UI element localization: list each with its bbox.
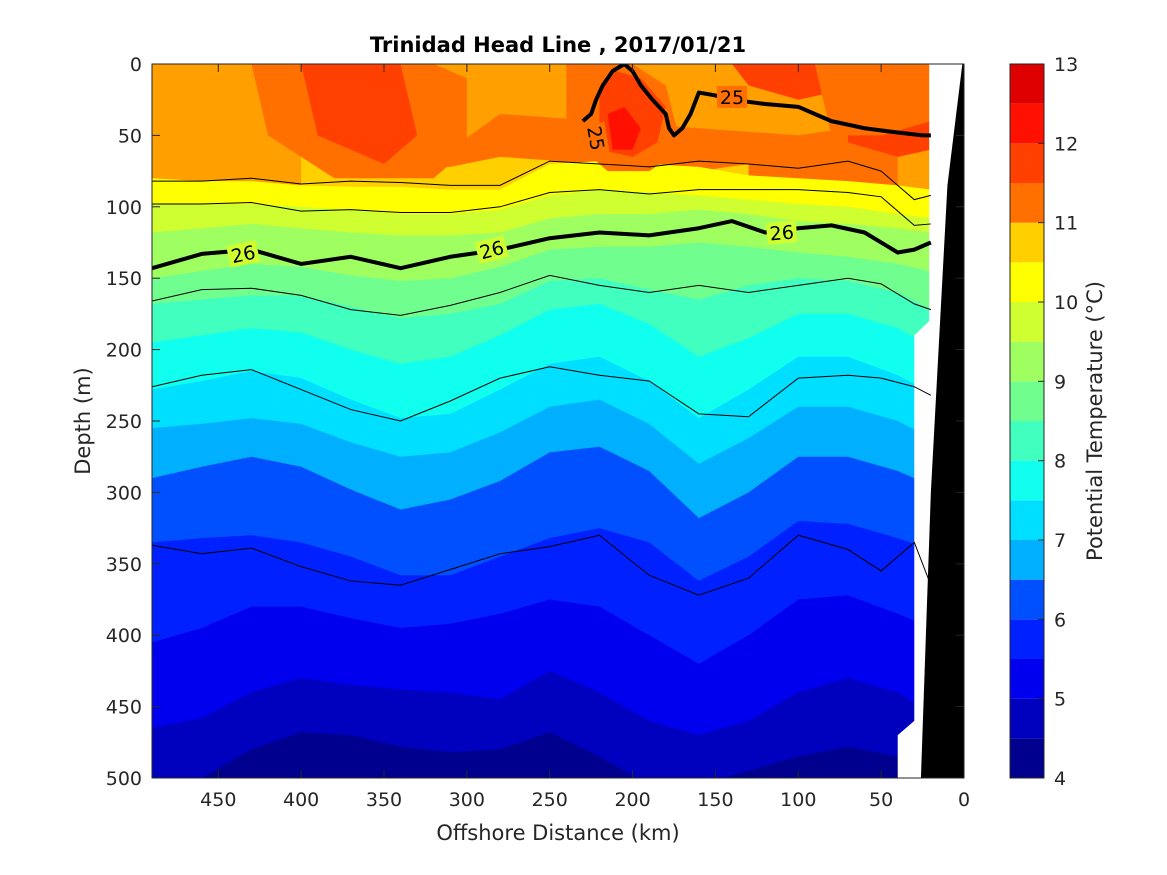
colorbar-tick-label: 11 — [1054, 213, 1078, 235]
colorbar-tick-label: 7 — [1054, 530, 1066, 552]
colorbar-label: Potential Temperature (°C) — [1083, 281, 1107, 561]
density-contour-26 — [152, 219, 932, 271]
temperature-band-4-5 — [152, 732, 931, 778]
x-tick-label: 400 — [283, 789, 319, 811]
x-tick-label: 250 — [532, 789, 568, 811]
plot-area: 25 25 26 26 26 — [152, 64, 964, 778]
density-contour-25 — [581, 64, 931, 138]
y-axis-label: Depth (m) — [71, 367, 95, 474]
y-tick-label: 150 — [106, 268, 142, 290]
density-contour-label-group: 25 — [717, 85, 747, 109]
contour-label-bg — [717, 85, 747, 108]
colorbar-segment — [1010, 500, 1044, 540]
colorbar-segment — [1010, 698, 1044, 739]
colorbar-segment — [1010, 143, 1044, 183]
y-tick-label: 50 — [118, 125, 142, 147]
x-axis: 450 400 350 300 250 200 150 100 50 0 — [200, 64, 970, 811]
colorbar: 4 5 6 7 8 9 10 11 12 13 — [1009, 54, 1078, 790]
y-axis: 0 50 100 150 200 250 300 350 400 450 500 — [106, 54, 964, 790]
density-contour-label: 25 — [720, 87, 744, 109]
x-tick-label: 300 — [449, 789, 485, 811]
contour-label-bg — [474, 235, 510, 265]
contour-label-bg — [226, 240, 261, 268]
x-tick-label: 50 — [869, 789, 893, 811]
warm-patch — [732, 64, 832, 100]
colorbar-segment — [1010, 381, 1044, 421]
y-tick-label: 450 — [106, 697, 142, 719]
colorbar-tick-label: 12 — [1054, 133, 1078, 155]
x-tick-label: 200 — [614, 789, 650, 811]
y-tick-label: 0 — [130, 54, 142, 76]
colorbar-segment — [1010, 421, 1044, 461]
colorbar-tick-label: 10 — [1054, 292, 1078, 314]
contour-label-bg — [582, 121, 610, 155]
colorbar-segment — [1010, 222, 1044, 263]
density-contour-label-group: 25 — [582, 121, 610, 155]
density-contour-label-group: 26 — [765, 220, 798, 246]
colorbar-segment — [1010, 579, 1044, 620]
density-contour-label: 26 — [769, 221, 795, 245]
coastline-mask — [897, 64, 964, 778]
warm-patch — [814, 64, 931, 136]
x-tick-label: 450 — [200, 789, 236, 811]
land-mask — [920, 64, 964, 778]
density-contour-label-group: 26 — [226, 240, 261, 269]
colorbar-tick-label: 8 — [1054, 451, 1066, 473]
warm-patch — [607, 106, 641, 150]
y-tick-label: 200 — [106, 340, 142, 362]
colorbar-frame — [1009, 63, 1045, 779]
colorbar-segment — [1010, 64, 1044, 104]
colorbar-segment — [1010, 460, 1044, 501]
colorbar-segment — [1010, 659, 1044, 699]
x-tick-label: 100 — [780, 789, 816, 811]
density-contour-label-group: 26 — [474, 235, 510, 265]
thin-contour-line — [152, 189, 931, 226]
colorbar-segment — [1010, 183, 1044, 223]
y-tick-label: 400 — [106, 625, 142, 647]
contour-label-bg — [765, 220, 798, 245]
thin-contour-line — [152, 534, 932, 596]
x-tick-label: 0 — [958, 789, 970, 811]
y-tick-label: 250 — [106, 411, 142, 433]
density-contour-label: 26 — [229, 242, 257, 269]
thin-contour-line — [152, 366, 932, 422]
x-axis-label: Offshore Distance (km) — [436, 821, 679, 845]
colorbar-segment — [1010, 262, 1044, 302]
thin-contour-line — [152, 160, 931, 201]
colorbar-segment — [1010, 540, 1044, 580]
chart-title: Trinidad Head Line , 2017/01/21 — [370, 33, 746, 57]
colorbar-tick-label: 5 — [1054, 689, 1066, 711]
y-tick-label: 500 — [106, 768, 142, 790]
colorbar-segment — [1010, 619, 1044, 659]
colorbar-segment — [1010, 302, 1044, 342]
colorbar-segment — [1010, 738, 1044, 778]
x-tick-label: 350 — [366, 789, 402, 811]
temperature-fill-layer — [152, 64, 964, 778]
colorbar-tick-label: 4 — [1054, 768, 1066, 790]
colorbar-tick-label: 9 — [1054, 371, 1066, 393]
density-contour-label: 25 — [582, 125, 608, 153]
colorbar-segment — [1010, 341, 1044, 382]
density-contour-layer: 25 25 26 26 26 — [152, 64, 932, 271]
y-tick-label: 350 — [106, 554, 142, 576]
thin-contour-line — [152, 274, 932, 316]
colorbar-tick-label: 13 — [1054, 54, 1078, 76]
y-tick-label: 100 — [106, 197, 142, 219]
y-tick-label: 300 — [106, 482, 142, 504]
warm-patch — [301, 64, 418, 164]
x-tick-label: 150 — [697, 789, 733, 811]
colorbar-tick-label: 6 — [1054, 609, 1066, 631]
colorbar-segment — [1010, 103, 1044, 144]
thin-contour-layer — [152, 160, 932, 596]
